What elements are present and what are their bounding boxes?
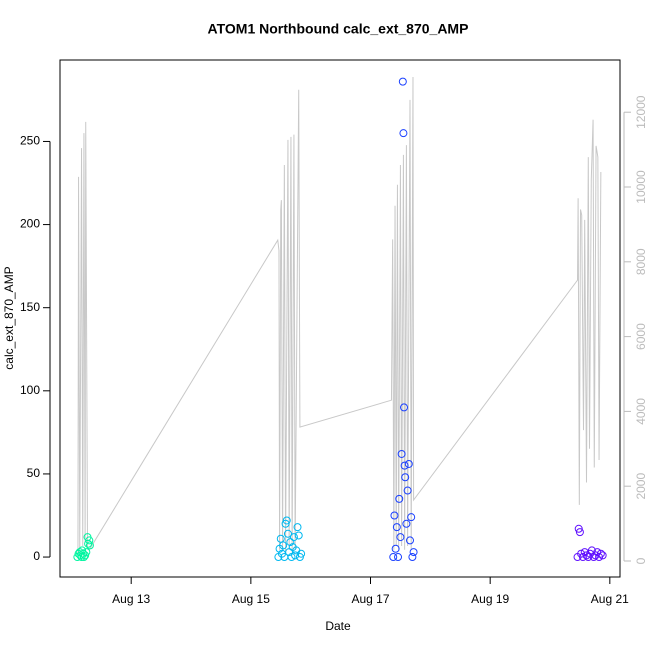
y-tick-label: 50 xyxy=(27,466,41,480)
point xyxy=(408,553,417,562)
y-tick-label: 250 xyxy=(20,134,40,148)
point xyxy=(399,129,408,138)
point xyxy=(85,536,94,545)
plot-frame xyxy=(59,59,621,578)
point xyxy=(297,549,306,558)
point xyxy=(390,511,399,520)
point xyxy=(85,541,94,550)
x-tick-label: Aug 21 xyxy=(591,592,629,606)
y-tick-label: 0 xyxy=(33,549,40,563)
point xyxy=(293,523,302,532)
chart-title: ATOM1 Northbound calc_ext_870_AMP xyxy=(208,21,469,37)
x-tick-label: Aug 19 xyxy=(471,592,509,606)
point xyxy=(389,553,398,562)
y2-tick-label: 8000 xyxy=(634,248,648,275)
y-axis-label: calc_ext_870_AMP xyxy=(2,266,16,369)
point xyxy=(395,494,404,503)
point xyxy=(282,516,291,525)
y-tick-label: 100 xyxy=(20,383,40,397)
point xyxy=(394,553,403,562)
point xyxy=(283,529,292,538)
point xyxy=(391,544,400,553)
y2-tick-label: 10000 xyxy=(634,170,648,204)
y2-tick-label: 6000 xyxy=(634,323,648,350)
point xyxy=(397,449,406,458)
point xyxy=(291,551,300,560)
point xyxy=(295,553,304,562)
point xyxy=(578,553,587,562)
y2-tick-label: 2000 xyxy=(634,473,648,500)
point xyxy=(287,553,296,562)
point xyxy=(404,459,413,468)
point xyxy=(582,551,591,560)
y2-tick-label: 12000 xyxy=(634,95,648,129)
point xyxy=(276,534,285,543)
point xyxy=(574,524,583,533)
line xyxy=(77,77,602,554)
x-axis-label: Date xyxy=(325,619,351,633)
point xyxy=(294,531,303,540)
point xyxy=(79,553,88,562)
x-tick-label: Aug 15 xyxy=(232,592,270,606)
point xyxy=(401,473,410,482)
point xyxy=(409,548,418,557)
point xyxy=(400,403,409,412)
y2-tick-label: 4000 xyxy=(634,398,648,425)
point xyxy=(82,548,91,557)
point xyxy=(84,539,93,548)
point xyxy=(575,528,584,537)
point xyxy=(289,533,298,542)
point xyxy=(279,541,288,550)
point xyxy=(403,486,412,495)
point xyxy=(598,551,607,560)
point xyxy=(407,513,416,522)
point xyxy=(81,551,90,560)
y-tick-label: 200 xyxy=(20,217,40,231)
point xyxy=(400,461,409,470)
point xyxy=(402,519,411,528)
point xyxy=(396,533,405,542)
y-tick-label: 150 xyxy=(20,300,40,314)
point xyxy=(596,549,605,558)
point xyxy=(392,523,401,532)
point xyxy=(281,519,290,528)
x-tick-label: Aug 13 xyxy=(112,592,150,606)
y2-tick-label: 0 xyxy=(634,557,648,564)
point xyxy=(406,536,414,545)
x-tick-label: Aug 17 xyxy=(351,592,389,606)
point xyxy=(398,77,407,86)
